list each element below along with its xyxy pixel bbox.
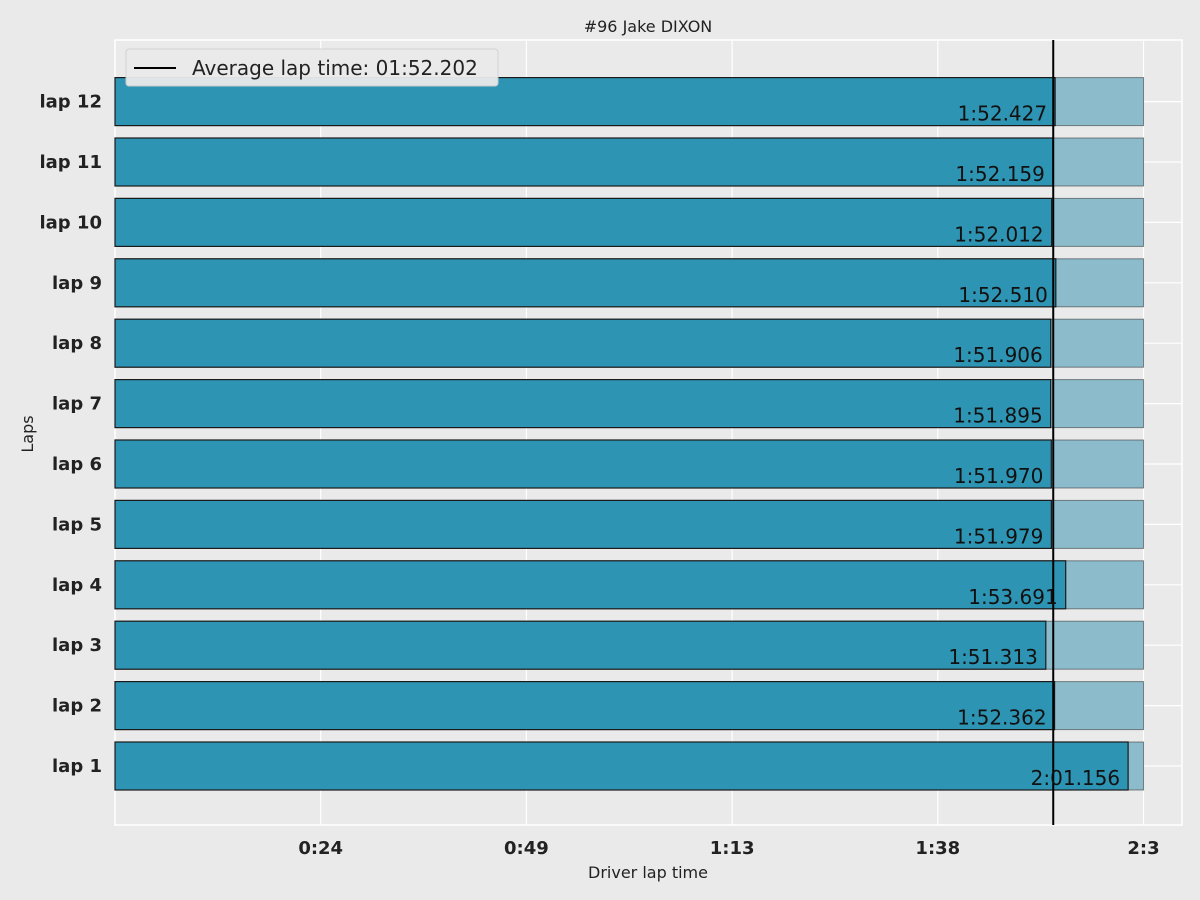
bar-value-label: 1:52.362 <box>957 706 1046 730</box>
bar-value-label: 1:51.906 <box>953 343 1042 367</box>
bar-value-label: 1:51.970 <box>954 464 1043 488</box>
x-tick-label: 1:38 <box>915 838 960 859</box>
y-tick-label: lap 8 <box>52 333 102 354</box>
y-tick-labels: lap 1 lap 2 lap 3 lap 4 lap 5 lap 6 lap 7 lap 8… <box>39 92 102 777</box>
legend-average-label: Average lap time: 01:52.202 <box>192 56 478 80</box>
y-tick-label: lap 1 <box>52 756 102 777</box>
bar-value-label: 1:51.895 <box>953 404 1042 428</box>
lap-bar <box>114 620 1047 670</box>
y-tick-label: lap 3 <box>52 635 102 656</box>
y-tick-label: lap 9 <box>52 273 102 294</box>
y-tick-label: lap 10 <box>39 212 102 233</box>
lap-bar <box>114 379 1052 429</box>
x-tick-label: 1:13 <box>710 838 755 859</box>
bar-value-label: 1:52.159 <box>955 162 1044 186</box>
lap-bar <box>114 137 1054 187</box>
y-tick-label: lap 7 <box>52 394 102 415</box>
x-tick-label: 0:49 <box>504 838 549 859</box>
y-tick-label: lap 11 <box>39 152 102 173</box>
bar-value-label: 1:52.012 <box>954 222 1043 246</box>
lap-bar <box>114 741 1129 791</box>
x-tick-labels: 0:24 0:49 1:13 1:38 2:3 <box>298 838 1159 859</box>
lap-bar <box>114 560 1067 610</box>
y-tick-label: lap 5 <box>52 514 102 535</box>
lap-bar <box>114 318 1052 368</box>
data-labels: 2:01.156 1:52.362 1:51.313 1:53.691 1:51.979… <box>948 102 1120 790</box>
bar-value-label: 2:01.156 <box>1031 766 1120 790</box>
lap-bar <box>114 680 1056 731</box>
bar-value-label: 1:52.427 <box>958 102 1047 126</box>
lap-bar <box>114 499 1052 549</box>
legend-box <box>125 48 499 87</box>
bar-value-label: 1:53.691 <box>968 585 1057 609</box>
bar-value-label: 1:51.313 <box>948 645 1037 669</box>
bar-value-label: 1:51.979 <box>954 524 1043 548</box>
lap-bar <box>114 197 1053 247</box>
legend: Average lap time: 01:52.202 <box>125 48 499 87</box>
y-tick-label: lap 2 <box>52 696 102 717</box>
x-axis-label: Driver lap time <box>588 863 708 882</box>
y-tick-label: lap 12 <box>39 92 102 113</box>
x-tick-label: 2:3 <box>1127 838 1159 859</box>
x-tick-label: 0:24 <box>298 838 343 859</box>
y-axis-label: Laps <box>18 415 37 452</box>
lap-bar <box>114 439 1052 489</box>
chart-title: #96 Jake DIXON <box>584 17 713 36</box>
y-tick-label: lap 6 <box>52 454 102 475</box>
lap-bar <box>114 258 1057 308</box>
y-tick-label: lap 4 <box>52 575 102 596</box>
bar-value-label: 1:52.510 <box>958 283 1047 307</box>
